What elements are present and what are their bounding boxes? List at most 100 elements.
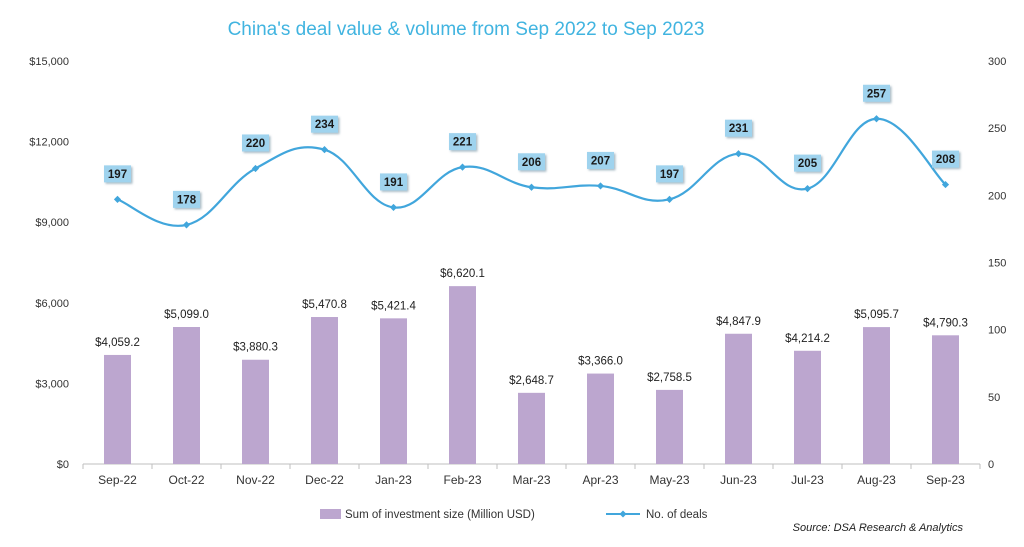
line-data-label: 257 xyxy=(867,88,886,100)
bar xyxy=(587,373,614,464)
line-data-label-box xyxy=(104,165,131,183)
line-point xyxy=(596,182,605,190)
line-series: 197 178 220 234 191 221 206 207 197 231 205 257 208 xyxy=(104,84,959,229)
line-data-label-box xyxy=(725,119,752,137)
line-data-label-box xyxy=(380,173,407,191)
bar-data-label: $3,366.0 xyxy=(578,356,623,368)
line-point xyxy=(527,183,536,191)
bar xyxy=(311,317,338,464)
line-point xyxy=(734,150,743,158)
bar-data-label: $4,214.2 xyxy=(785,333,830,345)
bar xyxy=(656,389,683,464)
line-point xyxy=(182,221,191,229)
x-tick-label: Nov-22 xyxy=(236,473,275,487)
bar xyxy=(104,354,131,464)
x-tick-label: Apr-23 xyxy=(582,473,618,487)
y-left-tick-label: $0 xyxy=(57,459,69,471)
line-data-label: 197 xyxy=(660,169,679,181)
line-point xyxy=(458,163,467,171)
line-data-label: 178 xyxy=(177,194,197,206)
bar-data-label: $5,421.4 xyxy=(371,300,416,312)
x-tick-label: Sep-23 xyxy=(926,473,965,487)
y-left-tick-label: $15,000 xyxy=(29,56,69,68)
x-tick-label: Jan-23 xyxy=(375,473,412,487)
line-data-label: 191 xyxy=(384,177,404,189)
bar-data-label: $5,470.8 xyxy=(302,299,347,311)
legend: Sum of investment size (Million USD) No. … xyxy=(320,509,708,521)
line-point xyxy=(803,185,812,193)
bar-data-label: $2,648.7 xyxy=(509,375,554,387)
y-right-tick-label: 0 xyxy=(988,459,994,471)
bar-data-label: $5,099.0 xyxy=(164,309,209,321)
bar-data-label: $4,847.9 xyxy=(716,316,761,328)
bar xyxy=(242,359,269,464)
bar-data-label: $5,095.7 xyxy=(854,309,899,321)
axes: Sep-22 Oct-22 Nov-22 Dec-22 Jan-23 Feb-23 Mar-… xyxy=(29,56,1006,487)
line-data-label: 197 xyxy=(108,169,127,181)
line-data-label-box xyxy=(311,115,338,133)
bar xyxy=(380,318,407,464)
line-data-label-box xyxy=(518,153,545,171)
legend-bar-label: Sum of investment size (Million USD) xyxy=(345,509,535,521)
line-point xyxy=(872,115,881,123)
bar-data-label: $6,620.1 xyxy=(440,268,485,280)
line-data-label-box xyxy=(242,134,269,152)
line-point xyxy=(113,195,122,203)
legend-line-marker xyxy=(619,510,627,518)
x-tick-label: Jul-23 xyxy=(791,473,824,487)
y-right-tick-label: 200 xyxy=(988,190,1006,202)
x-tick-label: Feb-23 xyxy=(443,473,481,487)
line-data-label-box xyxy=(932,150,959,168)
line-data-label-box xyxy=(587,151,614,169)
line-data-label: 231 xyxy=(729,123,749,135)
line-data-label: 208 xyxy=(936,154,956,166)
line-point xyxy=(251,164,260,173)
deals-line xyxy=(117,117,947,227)
y-right-tick-label: 300 xyxy=(988,56,1006,68)
line-point xyxy=(941,180,950,189)
x-tick-label: May-23 xyxy=(649,473,689,487)
x-tick-label: Jun-23 xyxy=(720,473,757,487)
line-data-label-box xyxy=(449,133,476,151)
line-data-label: 205 xyxy=(798,158,818,170)
x-tick-label: Dec-22 xyxy=(305,473,344,487)
y-right-tick-label: 100 xyxy=(988,325,1006,337)
y-left-tick-label: $6,000 xyxy=(35,298,69,310)
line-data-label: 207 xyxy=(591,155,610,167)
y-right-tick-label: 50 xyxy=(988,392,1000,404)
line-data-label: 206 xyxy=(522,157,541,169)
x-tick-label: Sep-22 xyxy=(98,473,137,487)
bar xyxy=(794,350,821,464)
y-left-tick-label: $3,000 xyxy=(35,378,69,390)
bar-data-label: $4,790.3 xyxy=(923,317,968,329)
line-point xyxy=(320,146,329,154)
legend-line-label: No. of deals xyxy=(646,509,708,521)
x-tick-label: Oct-22 xyxy=(168,473,204,487)
y-right-tick-label: 250 xyxy=(988,123,1006,135)
y-left-tick-label: $9,000 xyxy=(35,217,69,229)
bar xyxy=(863,327,890,464)
source-note: Source: DSA Research & Analytics xyxy=(793,522,964,534)
bar xyxy=(932,335,959,464)
legend-bar-swatch xyxy=(320,509,341,519)
line-data-label: 220 xyxy=(246,138,265,150)
line-data-label-box xyxy=(794,154,821,172)
bar-series: $4,059.2 $5,099.0 $3,880.3 $5,470.8 $5,421.4… xyxy=(95,268,968,464)
bar-data-label: $4,059.2 xyxy=(95,337,140,349)
line-data-label: 221 xyxy=(453,137,473,149)
bar xyxy=(173,327,200,464)
y-left-tick-label: $12,000 xyxy=(29,137,69,149)
bar xyxy=(725,333,752,464)
bar xyxy=(449,286,476,464)
line-point xyxy=(389,203,398,212)
x-tick-label: Mar-23 xyxy=(512,473,550,487)
line-data-label: 234 xyxy=(315,119,335,131)
bar xyxy=(518,392,545,464)
line-data-label-box xyxy=(656,165,683,183)
y-right-tick-label: 150 xyxy=(988,258,1006,270)
line-data-label-box xyxy=(173,190,200,208)
bar-data-label: $2,758.5 xyxy=(647,372,692,384)
x-tick-label: Aug-23 xyxy=(857,473,896,487)
bar-data-label: $3,880.3 xyxy=(233,342,278,354)
